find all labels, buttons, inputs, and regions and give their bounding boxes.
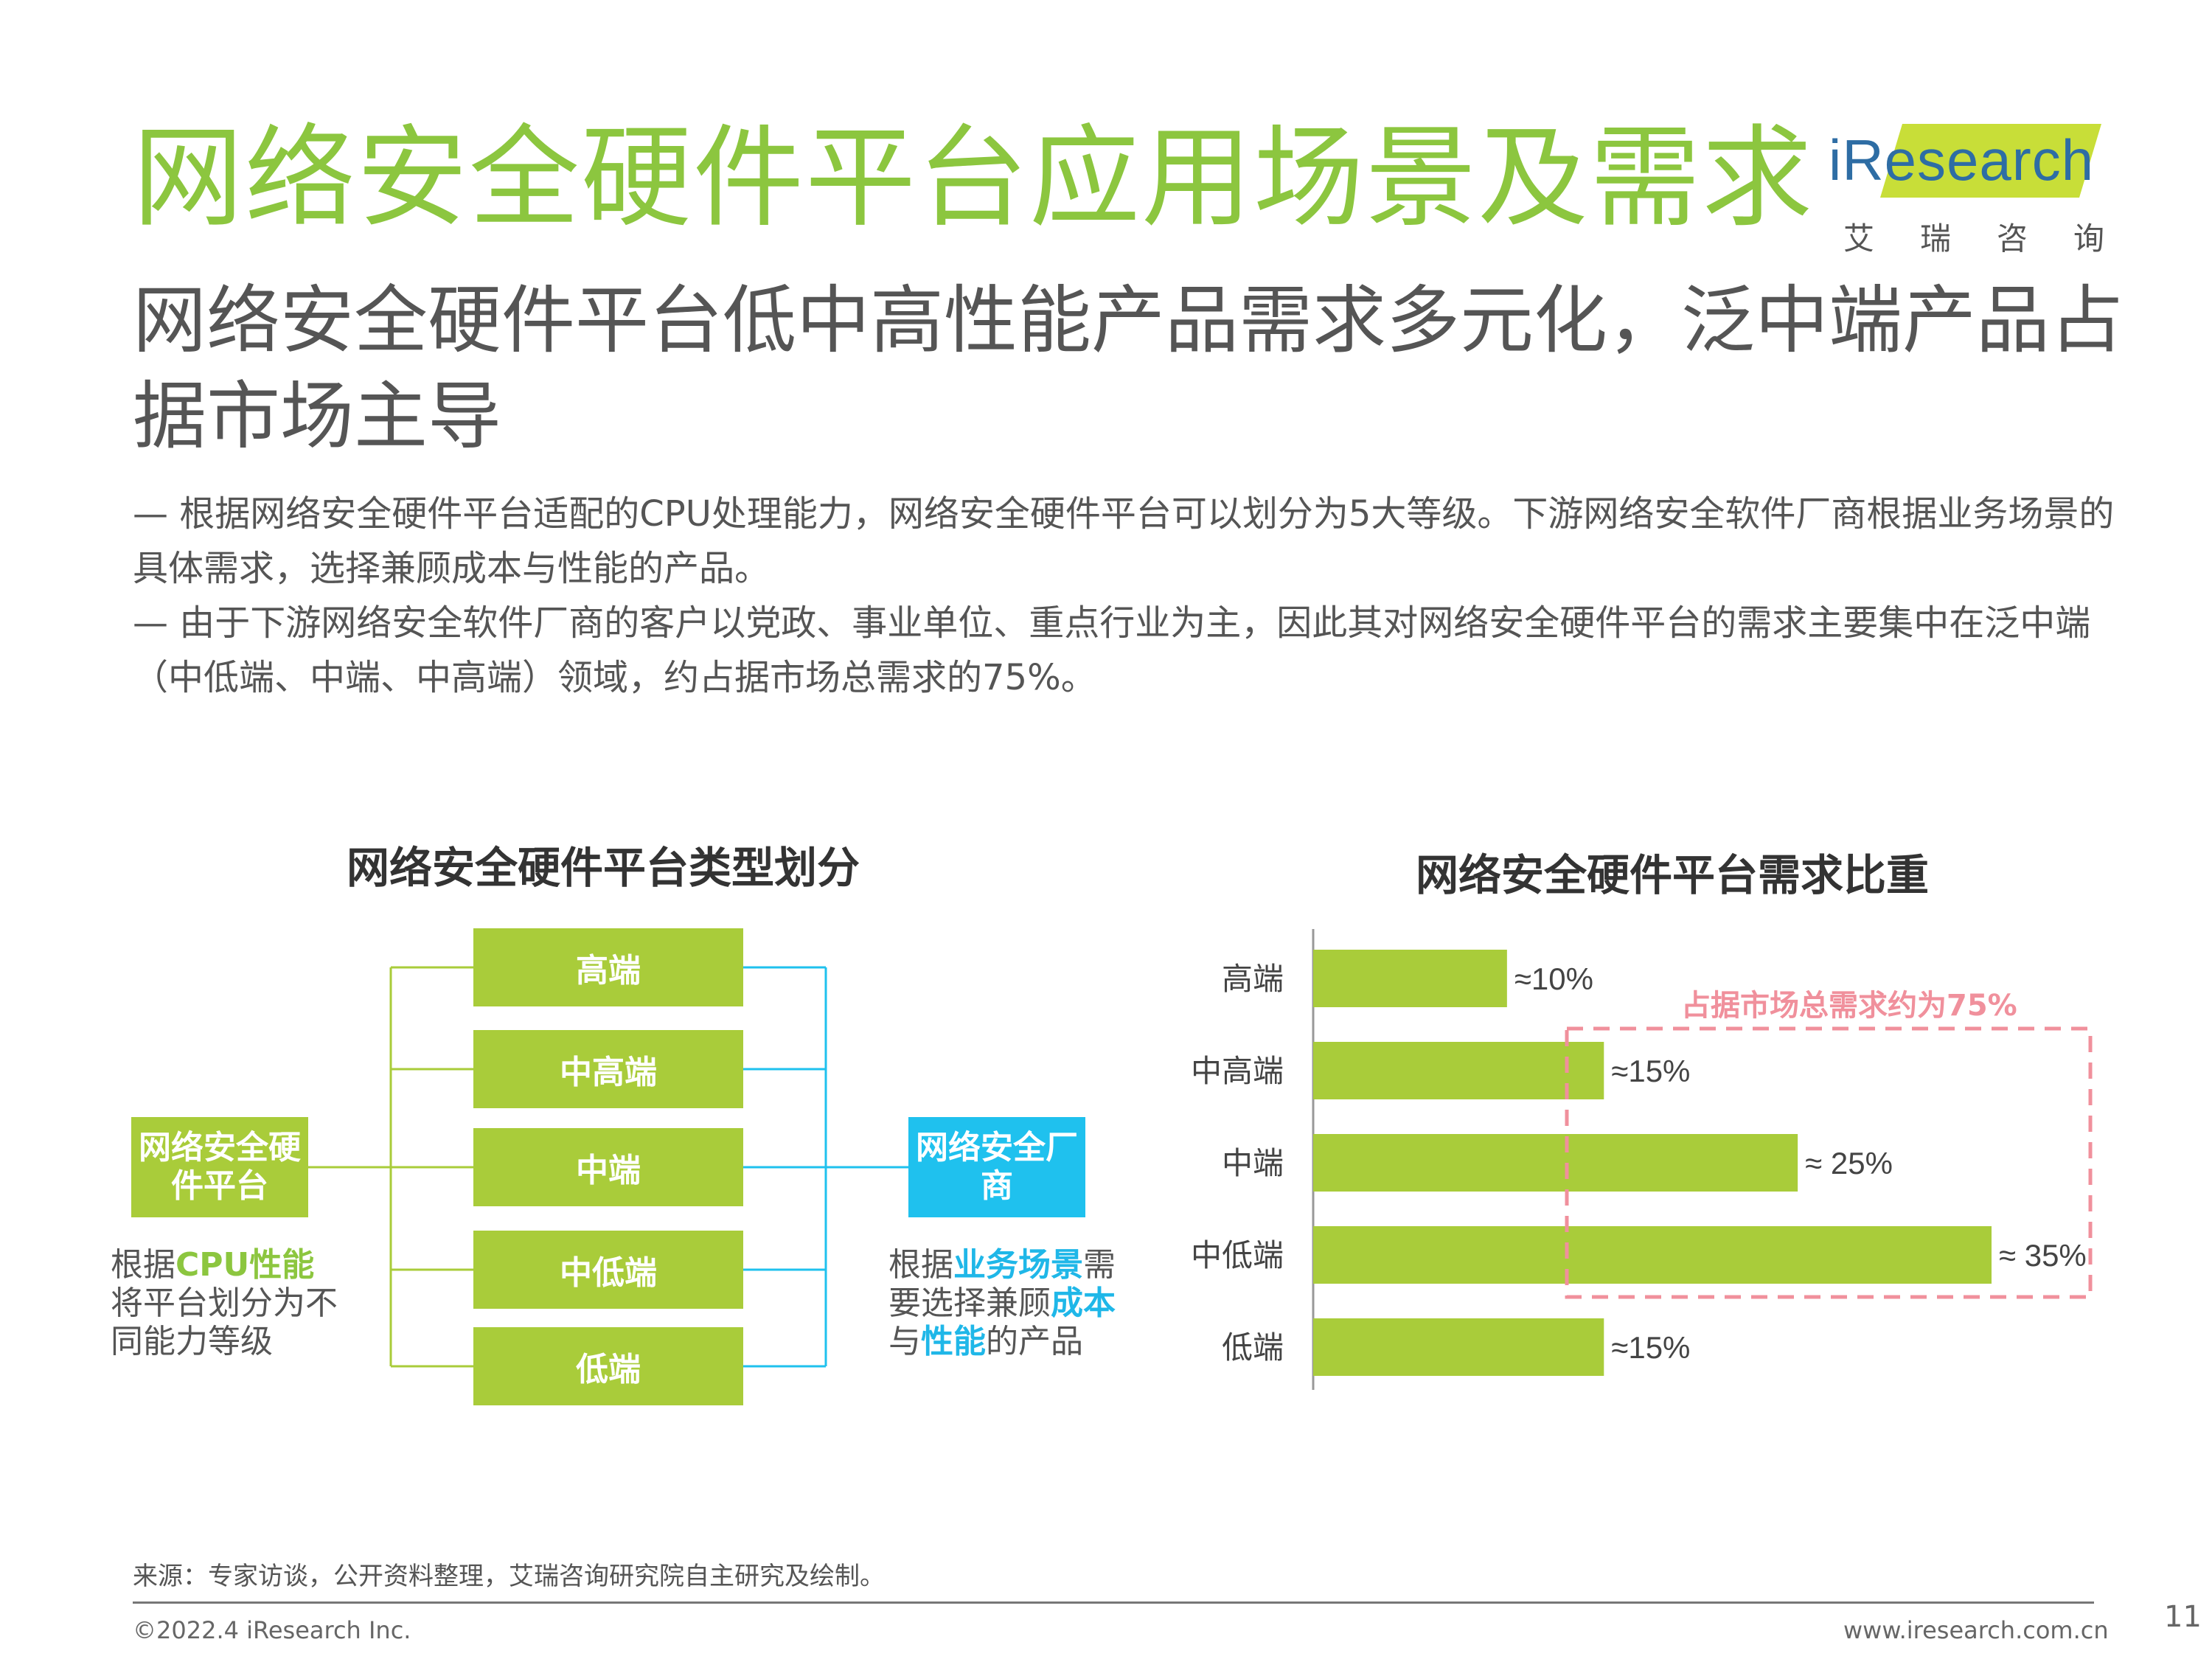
platform-note: 根据CPU性能将平台划分为不同能力等级 [111,1246,338,1360]
bar [1313,1226,1992,1284]
tier-high: 高端 [473,928,743,1006]
bar [1313,950,1507,1007]
website-url: www.iresearch.com.cn [1843,1616,2109,1644]
logo-band [1880,124,2101,198]
value-label: ≈15% [1611,1330,1690,1365]
value-label: ≈15% [1611,1054,1690,1088]
bar [1313,1318,1604,1376]
value-label: ≈10% [1514,961,1593,996]
value-label: ≈ 35% [1999,1238,2087,1273]
bar [1313,1042,1604,1099]
demand-bar-chart: 高端 ≈10% 中高端 ≈15% 中端 ≈ 25% 中低端 ≈ 35% 低端 ≈15% 占据市场总… [1191,929,2093,1390]
page-subtitle: 网络安全硬件平台低中高性能产品需求多元化，泛中端产品占据市场主导 [133,277,2124,459]
chart-title: 网络安全硬件平台需求比重 [1416,850,1930,900]
bullet-item: — 由于下游网络安全软件厂商的客户以党政、事业单位、重点行业为主，因此其对网络安… [133,602,2091,698]
hardware-platform-box: 网络安全硬件平台 [131,1117,308,1217]
logo-brand-text: iResearch [1829,128,2095,192]
bullet-item: — 根据网络安全硬件平台适配的CPU处理能力，网络安全硬件平台可以划分为5大等级… [133,493,2115,589]
category-label: 低端 [1222,1329,1284,1366]
value-label: ≈ 25% [1805,1146,1893,1180]
security-vendor-box: 网络安全厂商 [908,1117,1085,1217]
tier-mid-high: 中高端 [473,1030,743,1108]
tier-mid-low: 中低端 [473,1231,743,1309]
copyright: ©2022.4 iResearch Inc. [133,1616,411,1644]
category-label: 中端 [1222,1145,1284,1181]
logo-cn-text: 艾瑞咨询 [1843,220,2151,257]
footer-divider [133,1601,2094,1604]
diagram-title: 网络安全硬件平台类型划分 [347,843,860,893]
tier-mid: 中端 [473,1128,743,1206]
vendor-note: 根据业务场景需要选择兼顾成本与性能的产品 [888,1246,1116,1360]
annotation-label: 占据市场总需求约为75% [1681,989,2017,1023]
page-title: 网络安全硬件平台应用场景及需求 [133,114,1815,243]
bullet-list: — 根据网络安全硬件平台适配的CPU处理能力，网络安全硬件平台可以划分为5大等级… [133,487,2124,705]
annotation-dashed-box [1565,1026,2093,1299]
category-label: 中高端 [1191,1053,1284,1089]
tier-low: 低端 [473,1327,743,1405]
category-label: 高端 [1222,961,1284,997]
category-label: 中低端 [1191,1237,1284,1273]
source-note: 来源：专家访谈，公开资料整理，艾瑞咨询研究院自主研究及绘制。 [133,1562,885,1591]
page-number: 11 [2164,1600,2202,1634]
iresearch-logo: iResearch 艾瑞咨询 [1829,118,2109,258]
bar [1313,1134,1798,1192]
